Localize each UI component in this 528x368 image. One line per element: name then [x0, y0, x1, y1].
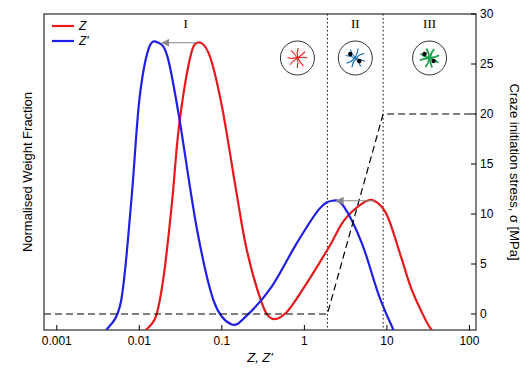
plot-area — [44, 41, 476, 330]
series-line — [106, 41, 393, 330]
y2-tick — [471, 164, 476, 165]
x-tick — [56, 325, 57, 330]
x-tick-label: 10 — [380, 334, 394, 348]
region-icon — [280, 41, 314, 75]
legend-swatch — [52, 40, 74, 42]
y2-tick-label: 25 — [480, 57, 494, 71]
plot-frame — [44, 14, 476, 330]
shift-arrow — [337, 200, 374, 201]
y2-tick-label: 15 — [480, 157, 494, 171]
x-tick-label: 1 — [301, 334, 308, 348]
x-tick-label: 0.01 — [128, 334, 152, 348]
legend-swatch — [52, 25, 74, 27]
region-boundary — [383, 14, 384, 330]
x-tick-label: 0.1 — [214, 334, 231, 348]
region-label: III — [423, 16, 436, 31]
region-label: I — [184, 16, 188, 31]
region-label: II — [351, 16, 360, 31]
x-tick — [221, 325, 222, 330]
legend-label: Z — [78, 19, 87, 33]
x-axis-title: Z, Z' — [246, 350, 273, 365]
x-tick — [139, 325, 140, 330]
chart: IIIIII0.0010.010.1110100051015202530Z, Z… — [0, 0, 528, 368]
x-tick — [304, 325, 305, 330]
y2-tick-label: 5 — [480, 257, 487, 271]
y2-tick-label: 10 — [480, 207, 494, 221]
legend-label: Z' — [78, 34, 89, 48]
y2-tick — [471, 314, 476, 315]
x-tick — [386, 325, 387, 330]
y2-tick-label: 20 — [480, 107, 494, 121]
y2-tick — [471, 264, 476, 265]
y2-tick — [471, 214, 476, 215]
y2-tick — [471, 14, 476, 15]
stress-line — [44, 114, 476, 314]
y2-axis-title: Craze initiation stress, σ [MPa] — [507, 83, 522, 260]
region-icon — [413, 41, 447, 75]
y-axis-title: Normalised Weight Fraction — [20, 92, 35, 252]
x-tick — [469, 325, 470, 330]
region-icon — [338, 41, 372, 75]
x-tick-label: 100 — [459, 334, 479, 348]
y2-tick-label: 0 — [480, 307, 487, 321]
region-boundary — [327, 14, 328, 330]
shift-arrow — [162, 42, 197, 43]
y2-tick — [471, 64, 476, 65]
legend: ZZ' — [52, 19, 89, 48]
x-tick-label: 0.001 — [42, 334, 72, 348]
y2-tick-label: 30 — [480, 7, 494, 21]
